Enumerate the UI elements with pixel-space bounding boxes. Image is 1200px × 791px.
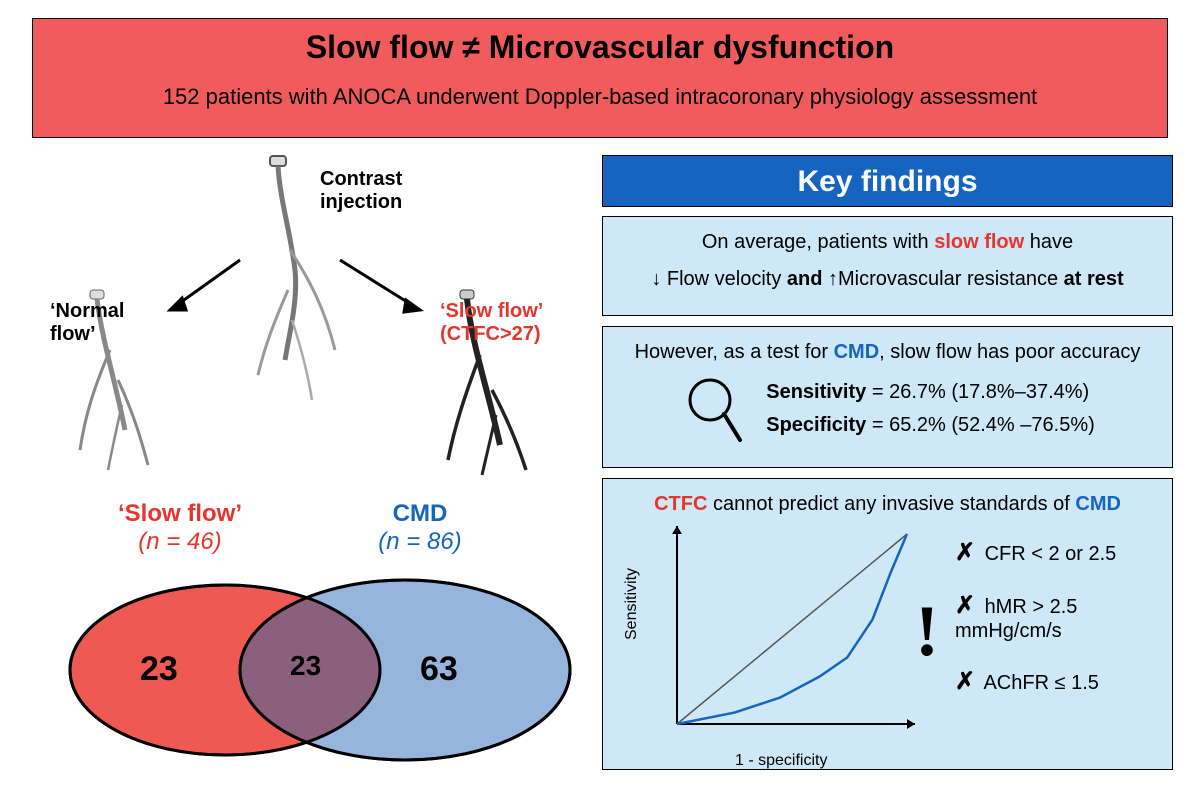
subtitle: 152 patients with ANOCA underwent Dopple… [33, 84, 1167, 110]
venn-cmd-text: CMD [393, 500, 448, 527]
kf1-line1: On average, patients with slow flow have [615, 231, 1160, 254]
key-findings-box-1: On average, patients with slow flow have… [602, 216, 1173, 316]
venn-right-count: 63 [420, 650, 458, 689]
criterion-3: ✗ AChFR ≤ 1.5 [955, 667, 1175, 696]
sensitivity-value: = 26.7% (17.8%–37.4%) [866, 381, 1089, 403]
venn-cmd-n: (n = 86) [378, 528, 461, 555]
sens-spec-block: Sensitivity = 26.7% (17.8%–37.4%) Specif… [766, 381, 1095, 437]
header-banner: Slow flow ≠ Microvascular dysfunction 15… [32, 18, 1168, 138]
venn-overlap-count: 23 [290, 650, 321, 682]
venn-slow-text: ‘Slow flow’ [118, 500, 242, 527]
sensitivity-label: Sensitivity [766, 381, 866, 403]
venn-left-count: 23 [140, 650, 178, 689]
exclamation-icon: ! [915, 590, 939, 673]
specificity-label: Specificity [766, 414, 866, 436]
key-findings-box-2: However, as a test for CMD, slow flow ha… [602, 326, 1173, 468]
venn-slow-title: ‘Slow flow’ (n = 46) [100, 500, 260, 555]
roc-chart [645, 524, 925, 744]
kf1-line2: ↓ Flow velocity and ↑Microvascular resis… [615, 268, 1160, 291]
slow-flow-label-2: (CTFC>27) [440, 323, 541, 345]
roc-x-axis-label: 1 - specificity [735, 752, 827, 770]
venn-diagram: ‘Slow flow’ (n = 46) CMD (n = 86) 23 23 … [40, 500, 590, 780]
main-title: Slow flow ≠ Microvascular dysfunction [33, 29, 1167, 66]
normal-flow-label: ‘Normal flow’ [50, 300, 160, 346]
key-findings-title: Key findings [602, 155, 1173, 207]
kf2-line1: However, as a test for CMD, slow flow ha… [615, 341, 1160, 364]
magnifier-icon [680, 370, 746, 448]
contrast-injection-label: Contrast injection [320, 168, 440, 214]
slow-flow-label-1: ‘Slow flow’ [440, 300, 543, 322]
artery-schematic: Contrast injection ‘Normal flow’ ‘Slow f… [40, 150, 590, 480]
criterion-1: ✗ CFR < 2 or 2.5 [955, 538, 1175, 567]
venn-slow-n: (n = 46) [138, 528, 221, 555]
roc-y-axis-label: Sensitivity [623, 568, 641, 640]
kf3-title: CTFC cannot predict any invasive standar… [615, 493, 1160, 516]
key-findings-box-3: CTFC cannot predict any invasive standar… [602, 478, 1173, 770]
criterion-2: ✗ hMR > 2.5 mmHg/cm/s [955, 591, 1175, 643]
slow-flow-label: ‘Slow flow’ (CTFC>27) [440, 300, 570, 346]
venn-cmd-title: CMD (n = 86) [340, 500, 500, 555]
specificity-value: = 65.2% (52.4% –76.5%) [866, 414, 1094, 436]
roc-criteria-list: ✗ CFR < 2 or 2.5 ✗ hMR > 2.5 mmHg/cm/s ✗… [955, 520, 1175, 720]
